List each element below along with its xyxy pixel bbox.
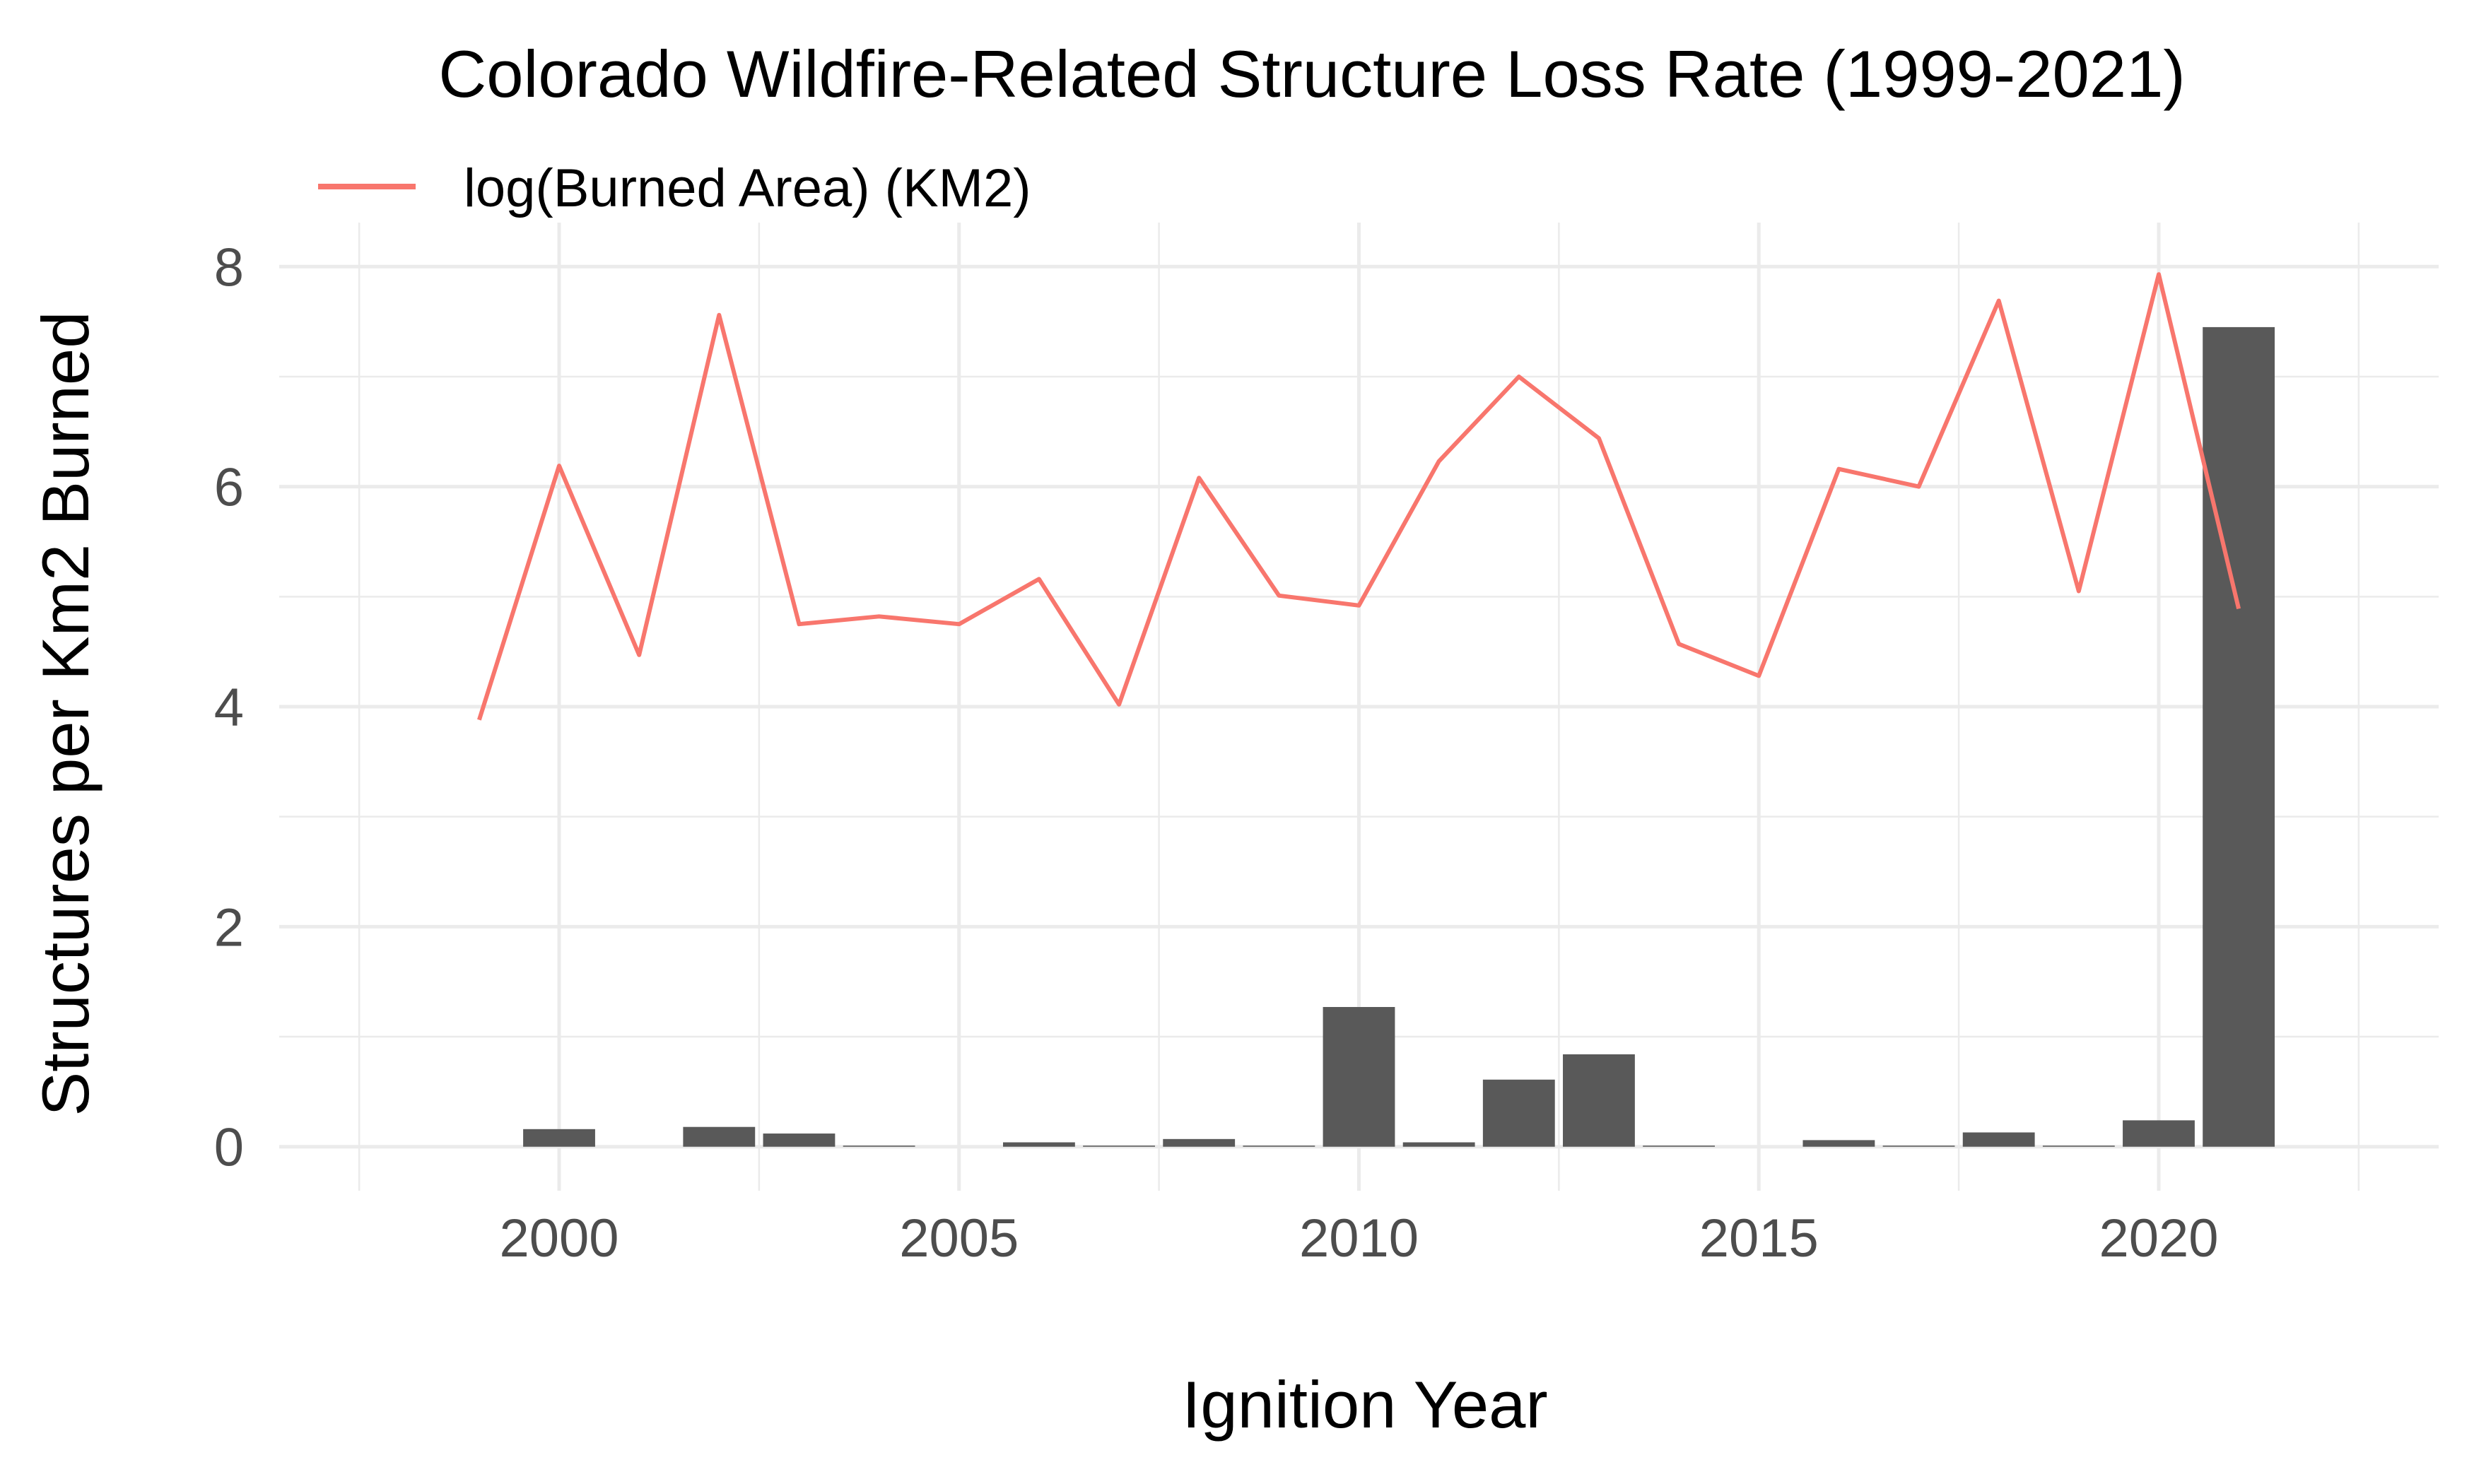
bar-2019 xyxy=(2042,1146,2115,1147)
x-tick-label-2010: 2010 xyxy=(1299,1208,1419,1268)
bar-2008 xyxy=(1163,1138,1236,1147)
y-axis-title: Structures per Km2 Burned xyxy=(28,312,102,1117)
bar-2004 xyxy=(843,1146,915,1147)
bar-2017 xyxy=(1882,1146,1955,1147)
y-tick-label-2: 2 xyxy=(214,897,244,958)
bar-2018 xyxy=(1962,1132,2035,1147)
legend: log(Burned Area) (KM2) xyxy=(318,158,1031,218)
bar-2021 xyxy=(2203,326,2275,1147)
y-tick-label-0: 0 xyxy=(214,1118,244,1178)
ticks-layer: 2000 2005 2010 2015 2020 0 2 4 6 8 xyxy=(214,237,2219,1268)
y-tick-label-8: 8 xyxy=(214,237,244,298)
bar-2012 xyxy=(1482,1079,1555,1147)
bar-2002 xyxy=(683,1126,756,1147)
y-tick-label-6: 6 xyxy=(214,458,244,518)
bar-2011 xyxy=(1402,1142,1475,1147)
bar-2006 xyxy=(1002,1142,1075,1147)
bar-2010 xyxy=(1323,1007,1395,1147)
bar-2009 xyxy=(1243,1146,1315,1147)
bar-2000 xyxy=(523,1129,595,1147)
x-tick-label-2020: 2020 xyxy=(2099,1208,2218,1268)
bar-2003 xyxy=(763,1133,836,1147)
y-tick-label-4: 4 xyxy=(214,678,244,738)
legend-label: log(Burned Area) (KM2) xyxy=(464,158,1031,218)
bar-2014 xyxy=(1643,1146,1716,1147)
series-line-burned-area xyxy=(477,272,2241,721)
line-layer xyxy=(477,272,2241,721)
grid-layer xyxy=(279,223,2439,1191)
bar-2013 xyxy=(1563,1054,1635,1147)
bar-2016 xyxy=(1802,1140,1875,1147)
x-tick-label-2015: 2015 xyxy=(1699,1208,1819,1268)
bar-2007 xyxy=(1083,1146,1155,1147)
bar-2020 xyxy=(2123,1120,2195,1147)
x-tick-label-2005: 2005 xyxy=(899,1208,1019,1268)
x-axis-title: Ignition Year xyxy=(1182,1367,1547,1442)
x-tick-label-2000: 2000 xyxy=(499,1208,618,1268)
bars-layer xyxy=(523,326,2275,1147)
chart-title: Colorado Wildfire-Related Structure Loss… xyxy=(438,37,2185,111)
